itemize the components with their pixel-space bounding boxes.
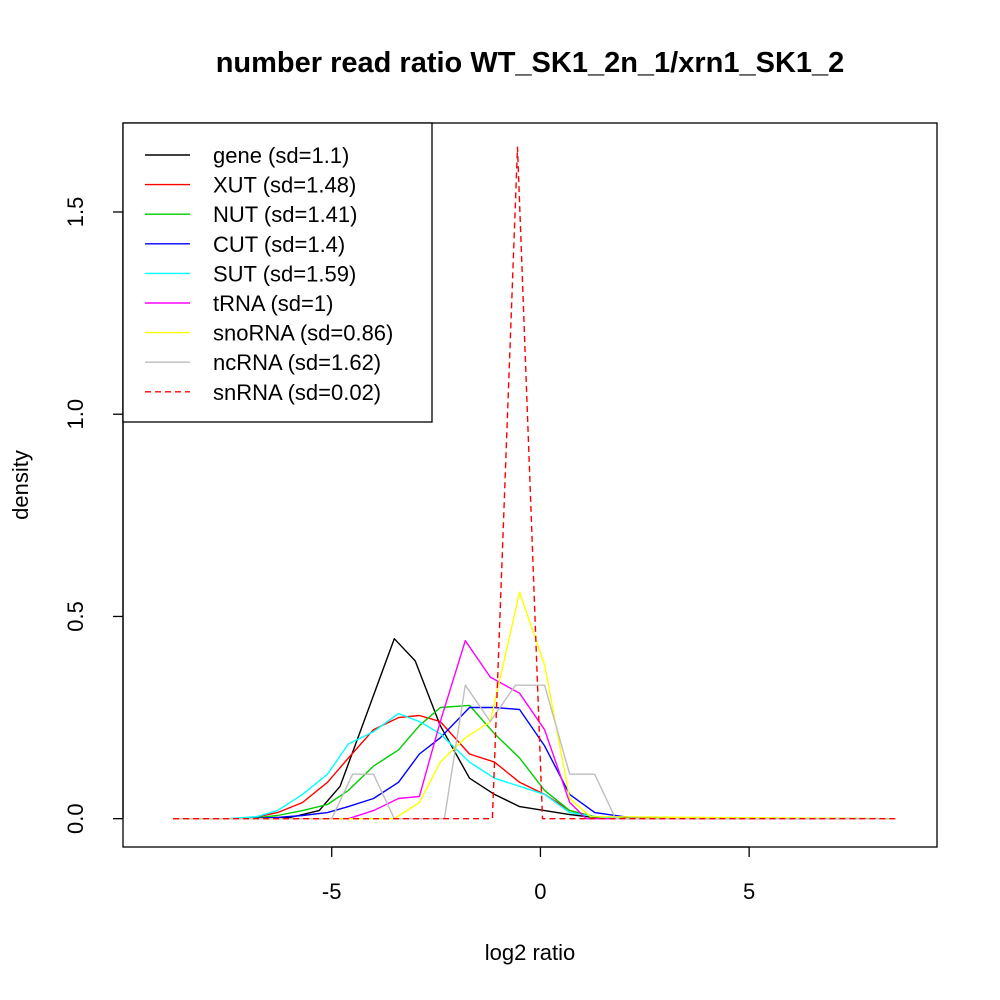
legend-label: tRNA (sd=1) bbox=[213, 291, 333, 316]
series-layer bbox=[173, 146, 896, 820]
y-tick-label: 0.0 bbox=[63, 803, 88, 834]
legend: gene (sd=1.1) XUT (sd=1.48) NUT (sd=1.41) C… bbox=[145, 143, 393, 405]
x-tick-label: 0 bbox=[534, 879, 546, 904]
series-line-cut bbox=[173, 706, 896, 820]
series-line-snorna bbox=[173, 591, 896, 820]
legend-label: snoRNA (sd=0.86) bbox=[213, 321, 393, 346]
legend-label: ncRNA (sd=1.62) bbox=[213, 350, 381, 375]
y-tick-label: 1.5 bbox=[63, 197, 88, 228]
x-axis: -5 0 5 bbox=[322, 846, 755, 904]
x-axis-label: log2 ratio bbox=[485, 940, 576, 965]
legend-label: CUT (sd=1.4) bbox=[213, 232, 345, 257]
x-tick-label: -5 bbox=[322, 879, 342, 904]
legend-label: NUT (sd=1.41) bbox=[213, 202, 357, 227]
y-tick-label: 0.5 bbox=[63, 601, 88, 632]
legend-label: snRNA (sd=0.02) bbox=[213, 380, 381, 405]
y-axis: 0.0 0.5 1.0 1.5 bbox=[63, 197, 124, 834]
series-line-snrna bbox=[173, 146, 896, 820]
legend-label: SUT (sd=1.59) bbox=[213, 261, 356, 286]
legend-box bbox=[122, 122, 433, 423]
chart-title: number read ratio WT_SK1_2n_1/xrn1_SK1_2 bbox=[216, 47, 845, 79]
y-tick-label: 1.0 bbox=[63, 399, 88, 430]
legend-label: XUT (sd=1.48) bbox=[213, 173, 356, 198]
series-line-nut bbox=[173, 704, 896, 820]
legend-label: gene (sd=1.1) bbox=[213, 143, 349, 168]
series-line-trna bbox=[173, 640, 896, 820]
series-line-ncrna bbox=[173, 684, 896, 820]
series-line-gene bbox=[173, 638, 896, 820]
series-line-sut bbox=[173, 712, 896, 820]
y-axis-label: density bbox=[8, 450, 33, 520]
x-tick-label: 5 bbox=[743, 879, 755, 904]
